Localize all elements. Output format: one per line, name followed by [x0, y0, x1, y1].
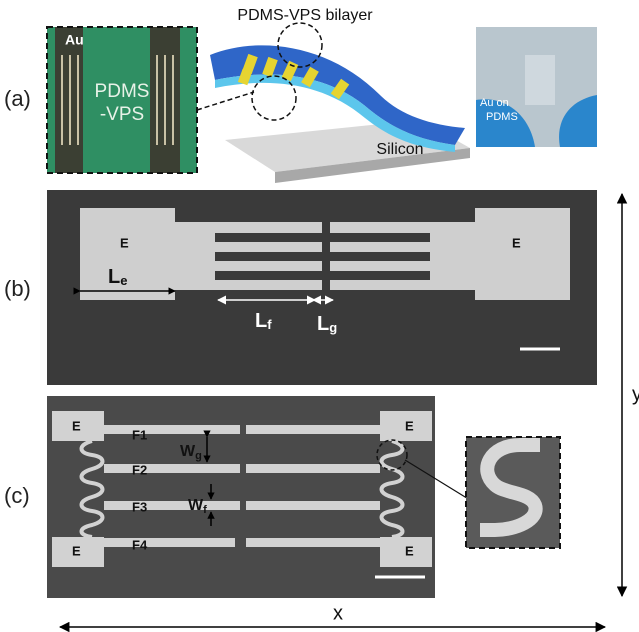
finger-label: F2 [132, 462, 147, 477]
micrograph-label: -VPS [100, 104, 144, 125]
figure: (a) Au PDMS -VPS PDMS-VPS bilayer Silico… [0, 0, 639, 632]
electrode-label: E [72, 543, 81, 558]
panel-label: (c) [4, 483, 30, 508]
label-part: f [203, 504, 207, 516]
photo: Au on PDMS [476, 27, 597, 147]
panel-b: (b) E E Le Lf Lg [4, 190, 597, 385]
micrograph: Au PDMS -VPS [47, 27, 197, 173]
label-part: f [267, 317, 272, 332]
label-part: L [108, 266, 120, 288]
inset [466, 437, 560, 548]
axis-label: y [632, 383, 639, 405]
illustration: PDMS-VPS bilayer Silicon [197, 7, 470, 183]
axis-label: x [333, 602, 343, 624]
electrode-label: E [405, 418, 414, 433]
label-part: g [195, 450, 202, 462]
finger-label: F1 [132, 427, 147, 442]
electrode-label: E [72, 418, 81, 433]
label-part: L [317, 313, 329, 335]
panel-label: (b) [4, 276, 31, 301]
label-part: g [329, 320, 337, 335]
finger-label: F3 [132, 499, 147, 514]
panel-label: (a) [4, 86, 31, 111]
label-part: W [188, 497, 204, 514]
label-part: L [255, 310, 267, 332]
photo-label: Au on [480, 97, 509, 109]
micrograph-label: Au [65, 32, 84, 48]
panel-a: (a) Au PDMS -VPS PDMS-VPS bilayer Silico… [4, 7, 597, 183]
illustration-label: PDMS-VPS bilayer [237, 7, 373, 24]
finger-label: F4 [132, 537, 148, 552]
photo-label: PDMS [486, 111, 518, 123]
electrode-label: E [405, 543, 414, 558]
label-part: e [120, 273, 127, 288]
micrograph-label: PDMS [95, 81, 150, 102]
electrode-label: E [120, 235, 129, 250]
illustration-label: Silicon [376, 141, 423, 158]
label-part: W [180, 443, 196, 460]
electrode-label: E [512, 235, 521, 250]
panel-c: (c) E E E E F1 F2 F3 F4 Wg Wf [4, 396, 560, 598]
